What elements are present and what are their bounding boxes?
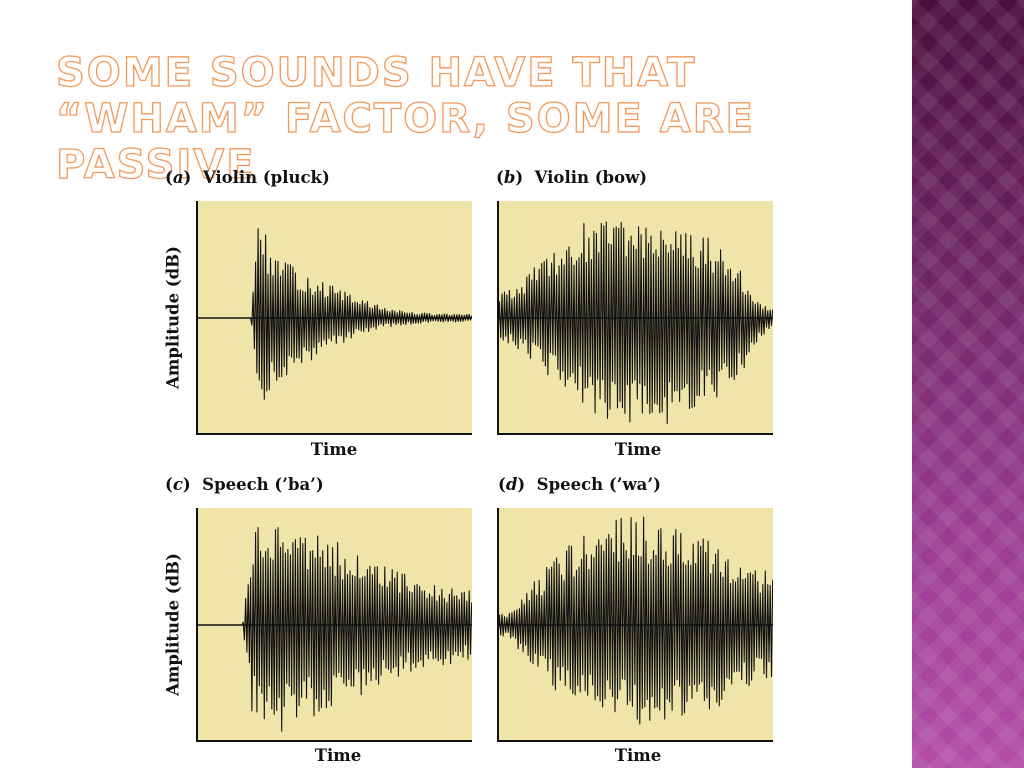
panel-a-axes [196,201,472,435]
panel-a-plot [196,201,472,435]
panel-b-plot [497,201,773,435]
panel-c-plot [196,508,472,742]
decorative-side-strip [912,0,1024,768]
panel-c-title: (c) Speech (’ba’) [165,475,324,494]
panel-c-title-text: Speech (’ba’) [202,475,324,494]
panel-b-letter: b [503,168,516,187]
panel-a-letter: a [172,168,184,187]
panel-c-y-axis-label: Amplitude (dB) [163,553,183,696]
panel-c-x-axis-label: Time [314,746,362,765]
panel-a-y-axis-label: Amplitude (dB) [163,246,183,389]
panel-d-title: (d) Speech (’wa’) [498,475,661,494]
panel-a-title-text: Violin (pluck) [202,168,330,187]
panel-d-title-text: Speech (’wa’) [536,475,661,494]
panel-a-x-axis-label: Time [310,440,358,459]
panel-d-letter: d [505,475,518,494]
panel-c-letter: c [172,475,183,494]
panel-a-waveform [196,228,472,400]
panel-d-waveform [497,516,773,725]
panel-d-plot [497,508,773,742]
panel-b-title-text: Violin (bow) [534,168,648,187]
panel-c-waveform [196,527,472,732]
panel-b-axes [497,201,773,435]
panel-b-waveform [497,221,773,425]
panel-d-x-axis-label: Time [614,746,662,765]
slide-title: Some sounds have that “wham” factor, som… [55,49,755,188]
panel-d-axes [497,508,773,742]
panel-c-axes [196,508,472,742]
panel-b-title: (b) Violin (bow) [496,168,648,187]
panel-b-x-axis-label: Time [614,440,662,459]
panel-a-title: (a) Violin (pluck) [165,168,330,187]
